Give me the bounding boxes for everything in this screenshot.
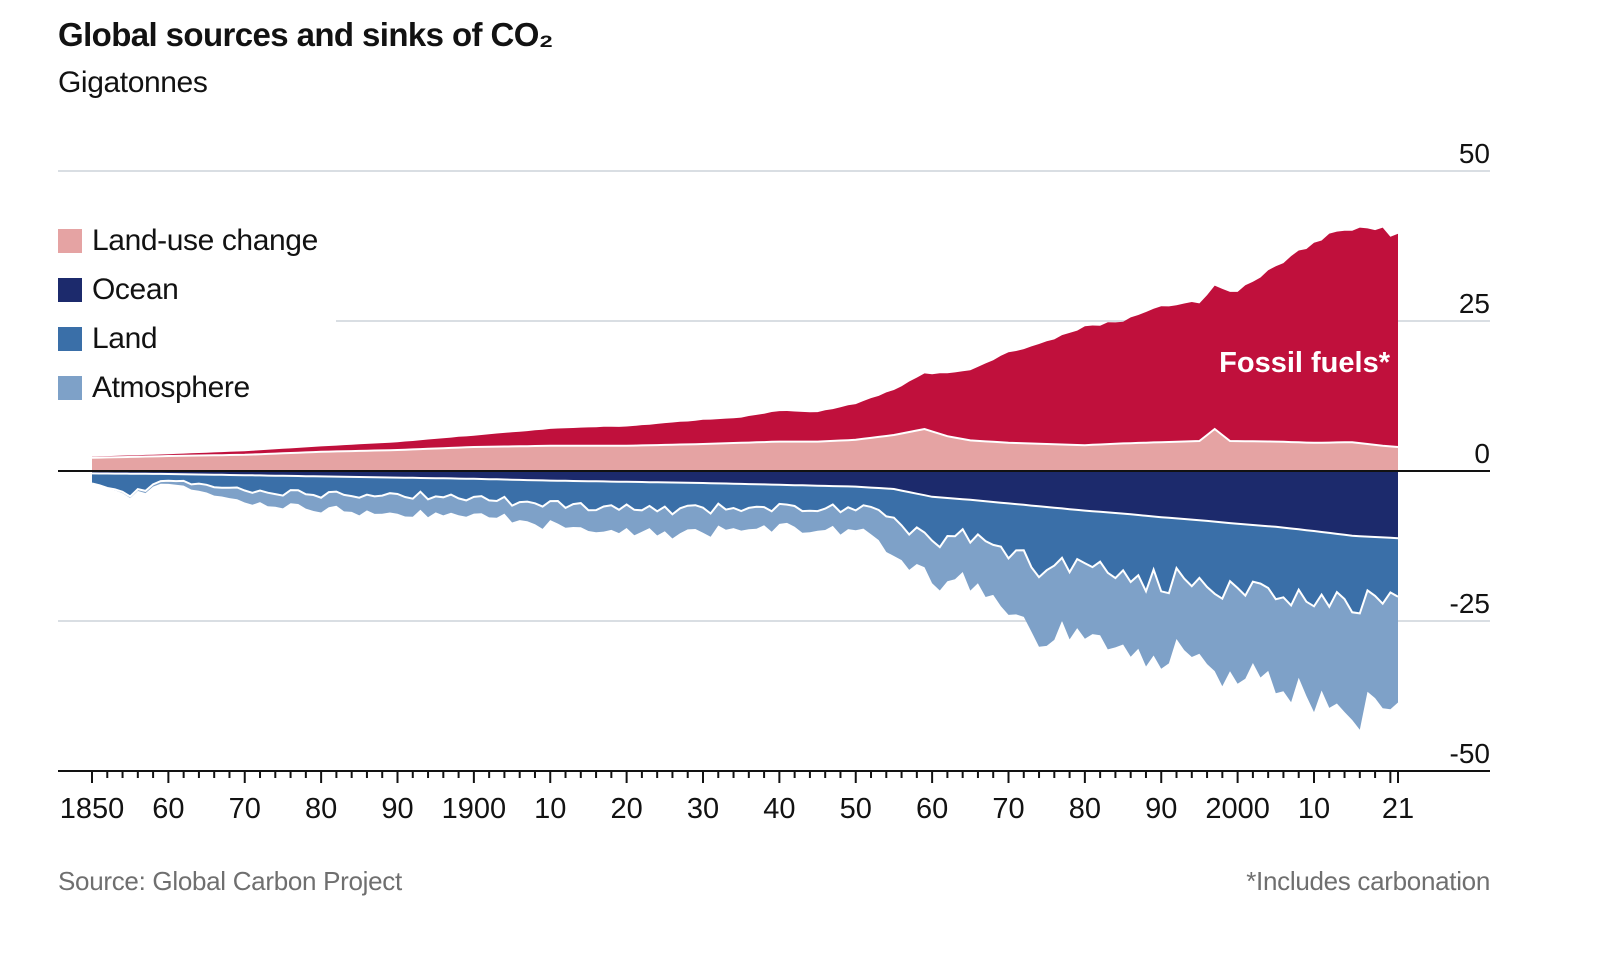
y-tick-label--50: -50	[1450, 738, 1490, 769]
footnote: *Includes carbonation	[1246, 866, 1490, 896]
x-tick-label-70: 70	[992, 793, 1024, 825]
x-tick-label-70: 70	[229, 793, 261, 825]
legend-label-land: Land	[92, 321, 158, 355]
legend-swatch-ocean	[58, 277, 82, 302]
legend-label-ocean: Ocean	[92, 272, 179, 306]
y-tick-label--25: -25	[1450, 588, 1490, 619]
x-tick-label-21: 21	[1382, 793, 1414, 825]
source-note: Source: Global Carbon Project	[58, 866, 402, 896]
area-atmosphere	[92, 480, 1398, 730]
area-land-use-change	[92, 429, 1398, 471]
legend-swatch-land	[58, 326, 82, 351]
legend-swatch-atmosphere	[58, 375, 82, 400]
x-tick-label-20: 20	[610, 793, 642, 825]
chart-title: Global sources and sinks of CO₂	[58, 16, 553, 53]
separator-ocean-land	[91, 472, 1399, 540]
y-tick-label-25: 25	[1459, 288, 1490, 319]
x-tick-label-30: 30	[687, 793, 719, 825]
x-tick-label-2000: 2000	[1205, 793, 1270, 825]
legend-item-land-use-change: Land-use change	[58, 216, 318, 265]
separator-land-atmosphere	[91, 479, 1399, 615]
x-tick-label-60: 60	[916, 793, 948, 825]
legend-item-atmosphere: Atmosphere	[58, 363, 318, 412]
separator-land-use-fossil	[91, 427, 1399, 459]
x-tick-label-80: 80	[305, 793, 337, 825]
y-tick-label-0: 0	[1474, 438, 1490, 469]
y-tick-label-50: 50	[1459, 138, 1490, 169]
area-fossil-fuels	[92, 227, 1398, 458]
x-tick-label-10: 10	[534, 793, 566, 825]
chart-legend: Land-use change Ocean Land Atmosphere	[58, 216, 318, 412]
x-tick-label-90: 90	[1145, 793, 1177, 825]
chart-subtitle: Gigatonnes	[58, 66, 208, 99]
legend-label-atmosphere: Atmosphere	[92, 370, 250, 404]
legend-item-ocean: Ocean	[58, 265, 318, 314]
legend-item-land: Land	[58, 314, 318, 363]
x-tick-label-60: 60	[152, 793, 184, 825]
x-tick-label-1900: 1900	[442, 793, 507, 825]
x-tick-label-1850: 1850	[60, 793, 125, 825]
x-tick-label-40: 40	[763, 793, 795, 825]
x-tick-label-10: 10	[1298, 793, 1330, 825]
x-tick-label-90: 90	[381, 793, 413, 825]
legend-label-land-use-change: Land-use change	[92, 223, 318, 257]
x-tick-label-50: 50	[840, 793, 872, 825]
legend-swatch-land-use-change	[58, 228, 82, 253]
x-tick-label-80: 80	[1069, 793, 1101, 825]
fossil-fuels-label: Fossil fuels*	[1219, 347, 1391, 379]
area-ocean	[92, 471, 1398, 539]
